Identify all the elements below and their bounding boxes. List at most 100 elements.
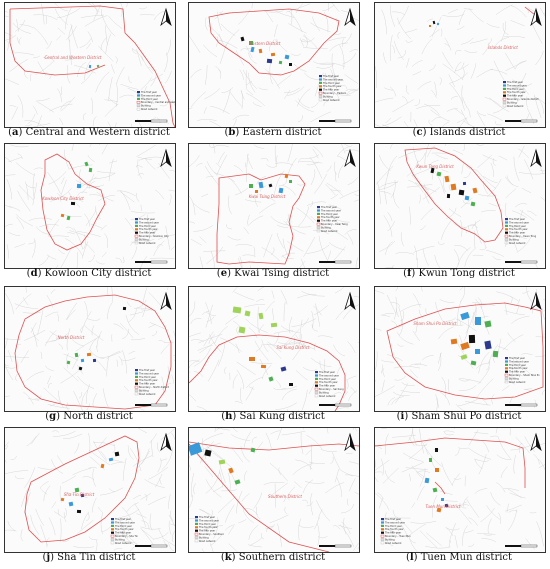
survey-patch <box>270 322 278 328</box>
legend-swatch <box>134 392 139 396</box>
district-map-label: North District <box>58 335 85 340</box>
legend-swatch <box>195 516 198 519</box>
survey-patch <box>240 36 245 42</box>
legend-entry: Boundary – Eastern <box>323 92 347 95</box>
scale-bar <box>135 119 168 123</box>
legend-swatch <box>381 524 384 527</box>
survey-patch <box>284 173 289 179</box>
survey-patch <box>260 364 267 369</box>
legend-entry: The first year <box>139 218 155 221</box>
legend-swatch <box>505 231 508 234</box>
survey-patch <box>278 187 284 194</box>
legend-swatch <box>194 532 199 536</box>
legend-entry: The first year <box>321 206 337 209</box>
map-frame: Sai Kung District The first year The secon… <box>188 286 360 412</box>
survey-patch <box>100 463 105 469</box>
legend-entry: The first year <box>509 357 525 360</box>
legend-swatch <box>505 370 508 373</box>
legend-entry: Building <box>139 389 149 392</box>
panel-caption: (h) Sai Kung district <box>221 411 325 422</box>
legend-entry: Boundary – Sha Tin <box>115 535 139 538</box>
legend-entry: The second year <box>319 374 339 377</box>
survey-patch <box>472 187 478 194</box>
survey-patch <box>436 507 442 513</box>
legend-entry: Road network <box>139 242 156 245</box>
legend-swatch <box>504 377 509 380</box>
legend-swatch <box>316 226 321 229</box>
map-panel-h: Sai Kung District The first year The secon… <box>184 286 360 426</box>
legend-swatch <box>135 224 138 227</box>
map-frame: Kowloon City District The first year The s… <box>4 143 176 269</box>
survey-patch <box>250 46 255 53</box>
survey-patch <box>258 48 263 54</box>
map-panel-f: Kwun Tong District The first year The seco… <box>370 143 546 283</box>
survey-patch <box>289 383 293 386</box>
legend-entry: The first year <box>323 75 339 78</box>
scale-bar <box>135 403 168 407</box>
survey-patch <box>460 354 468 360</box>
panel-caption: (b) Eastern district <box>224 127 322 138</box>
legend-entry: The fifth year <box>321 220 337 223</box>
survey-patch <box>430 167 435 174</box>
north-arrow-icon <box>530 7 542 27</box>
survey-patch <box>232 306 242 314</box>
legend-swatch <box>111 521 114 524</box>
legend-swatch <box>136 107 141 111</box>
panel-caption: (i) Sham Shui Po district <box>396 411 522 422</box>
panel-district-name: Islands district <box>429 127 506 138</box>
legend-swatch <box>135 231 138 234</box>
north-arrow-icon <box>160 7 172 27</box>
survey-patch <box>218 459 226 465</box>
legend-swatch <box>504 234 509 238</box>
survey-patch <box>234 479 241 485</box>
legend-swatch <box>135 228 138 231</box>
road-network <box>376 144 545 268</box>
district-map-label: Tuen Mun District <box>425 504 460 509</box>
legend-swatch <box>317 209 320 212</box>
legend-entry: Road network <box>507 105 524 108</box>
survey-patch <box>249 184 253 188</box>
district-boundary <box>9 5 175 127</box>
survey-patch <box>60 213 65 218</box>
panel-district-name: Eastern district <box>242 127 322 138</box>
district-map-label: Central and Western District <box>45 55 102 60</box>
legend-entry: The third year <box>321 213 338 216</box>
legend-entry: Road network <box>115 542 132 545</box>
map-panel-g: North District The first year The second y… <box>0 286 176 426</box>
survey-patch <box>435 448 438 452</box>
district-map-label: Kwun Tong District <box>416 164 454 169</box>
legend-swatch <box>317 212 320 215</box>
panel-letter: f <box>407 268 412 279</box>
panel-district-name: Sai Kung district <box>239 411 325 422</box>
legend-entry: The fifth year <box>139 232 155 235</box>
legend-entry: The third year <box>509 225 526 228</box>
legend-entry: The fifth year <box>139 383 155 386</box>
legend-swatch <box>111 524 114 527</box>
survey-patch <box>60 497 65 502</box>
survey-patch <box>435 468 439 472</box>
legend-swatch <box>110 534 115 538</box>
district-map-label: Islands District <box>488 45 518 50</box>
legend-swatch <box>503 91 506 94</box>
north-arrow-icon <box>530 148 542 168</box>
legend-swatch <box>380 541 385 545</box>
legend-swatch <box>319 75 322 78</box>
legend-entry: Road network <box>323 99 340 102</box>
legend-entry: Road network <box>319 395 336 398</box>
legend-swatch <box>194 539 199 543</box>
legend-swatch <box>505 221 508 224</box>
legend-entry: The first year <box>115 518 131 521</box>
legend-entry: The third year <box>115 525 132 528</box>
survey-patch <box>278 60 283 65</box>
legend-swatch <box>134 238 139 241</box>
map-panel-a: Central and Western District The first ye… <box>0 2 176 142</box>
district-boundary <box>404 147 504 243</box>
